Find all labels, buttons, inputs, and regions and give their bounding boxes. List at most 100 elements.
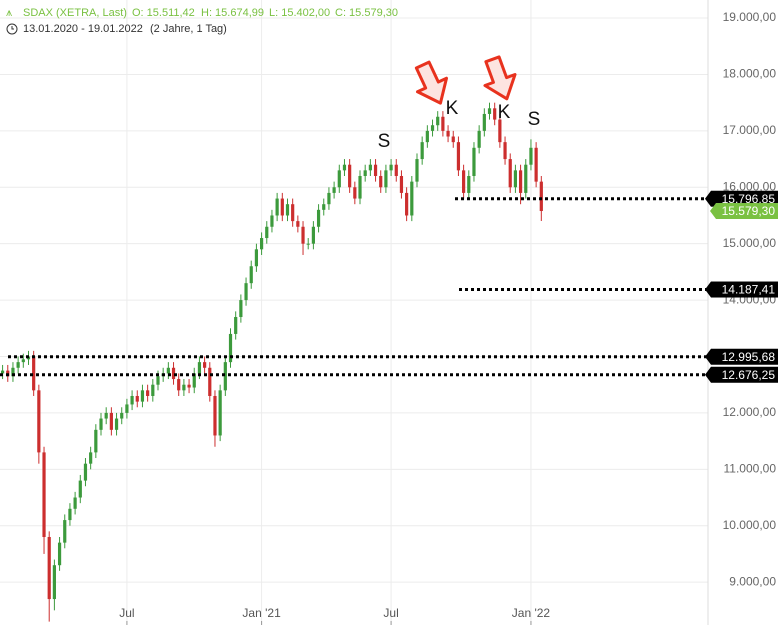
candle-body — [213, 395, 217, 436]
y-tick-label: 10.000,00 — [723, 518, 777, 532]
candle-body — [410, 181, 414, 216]
candle-body — [259, 238, 264, 250]
candle-body — [348, 164, 352, 188]
candle-body — [99, 418, 103, 430]
candle-body — [21, 359, 25, 363]
level-label: 12.995,68 — [722, 350, 776, 364]
candle-body — [114, 418, 119, 430]
candle-body — [363, 170, 367, 176]
annotation: S — [378, 131, 391, 152]
candle-body — [296, 221, 300, 227]
candle-body — [524, 164, 528, 193]
candle-body — [498, 119, 502, 143]
candle-body — [301, 226, 305, 244]
candle-body — [146, 390, 150, 396]
candle-body — [52, 565, 56, 600]
candle-body — [228, 333, 233, 363]
candle-body — [187, 384, 191, 388]
x-tick-label: Jul — [383, 606, 398, 620]
candle-body — [125, 404, 129, 413]
candle-body — [513, 170, 518, 188]
candle-body — [218, 390, 222, 436]
level-box — [711, 281, 778, 298]
y-tick-label: 19.000,00 — [723, 10, 777, 24]
candle-body — [166, 367, 170, 374]
candle-body — [47, 537, 51, 600]
candle-body — [430, 125, 435, 131]
x-tick-label: Jan '22 — [512, 606, 551, 620]
candle-body — [120, 412, 124, 419]
last-price-box — [716, 203, 778, 220]
candle-body — [208, 367, 212, 396]
candle-body — [104, 412, 108, 419]
candle-body — [177, 379, 181, 391]
candle-body — [373, 164, 378, 176]
candle-body — [244, 283, 248, 301]
candle-body — [472, 147, 476, 176]
candle-body — [83, 463, 88, 481]
candle-body — [16, 362, 20, 368]
candle-body — [89, 452, 93, 464]
candle-body — [140, 390, 145, 402]
candle-body — [322, 204, 326, 210]
level-box — [711, 348, 778, 365]
candle-body — [405, 192, 409, 216]
candle-body — [32, 356, 36, 391]
header: ⩚ SDAX (XETRA, Last) O: 15.511,42 H: 15.… — [6, 7, 398, 35]
level-pointer — [705, 281, 711, 298]
candle-body — [462, 170, 466, 193]
candle-body — [384, 170, 388, 188]
candle-body — [109, 412, 113, 430]
y-tick-label: 12.000,00 — [723, 405, 777, 419]
y-tick-label: 16.000,00 — [723, 179, 777, 193]
candle-body — [130, 395, 134, 405]
y-tick-label: 18.000,00 — [723, 67, 777, 81]
x-tick-label: Jan '21 — [242, 606, 281, 620]
candle-body — [482, 113, 486, 131]
arrow — [483, 55, 517, 101]
annotation: S — [528, 109, 541, 130]
candle-body — [197, 362, 202, 374]
candle-body — [368, 164, 372, 171]
ohlc-high: H: 15.674,99 — [201, 7, 264, 19]
candle-body — [539, 181, 543, 212]
candle-body — [203, 362, 207, 368]
date-span: (2 Jahre, 1 Tag) — [150, 23, 227, 35]
candle-body — [280, 198, 284, 216]
candle-body — [436, 116, 440, 126]
candle-body — [42, 452, 46, 538]
clock-icon — [6, 23, 18, 35]
chart-icon: ⩚ — [6, 7, 12, 19]
candle-body — [234, 317, 238, 334]
candle-body — [493, 108, 497, 120]
candle-body — [342, 164, 347, 171]
candle-body — [291, 204, 295, 222]
candle-body — [332, 187, 336, 193]
level-label: 12.676,25 — [722, 368, 776, 382]
candle-body — [446, 130, 450, 137]
candle-body — [11, 367, 15, 377]
candle-body — [337, 170, 341, 188]
candle-body — [182, 384, 186, 391]
candle-body — [275, 198, 279, 216]
ohlc-low: L: 15.402,00 — [269, 7, 330, 19]
candle-body — [171, 367, 176, 380]
candle-body — [249, 266, 253, 284]
candle-body — [451, 136, 455, 143]
candle-body — [265, 226, 269, 239]
y-tick-label: 15.000,00 — [723, 236, 777, 250]
candle-body — [394, 164, 398, 176]
last-price-label: 15.579,30 — [722, 204, 776, 218]
y-tick-label: 17.000,00 — [723, 123, 777, 137]
candle-body — [316, 209, 321, 227]
candle-body — [151, 384, 155, 396]
candle-body — [239, 300, 243, 318]
level-pointer — [705, 366, 711, 383]
candle-body — [270, 215, 274, 227]
candle-body — [254, 249, 259, 267]
level-box — [711, 190, 778, 207]
candle-body — [57, 542, 62, 566]
date-range: 13.01.2020 - 19.01.2022 — [23, 23, 143, 35]
